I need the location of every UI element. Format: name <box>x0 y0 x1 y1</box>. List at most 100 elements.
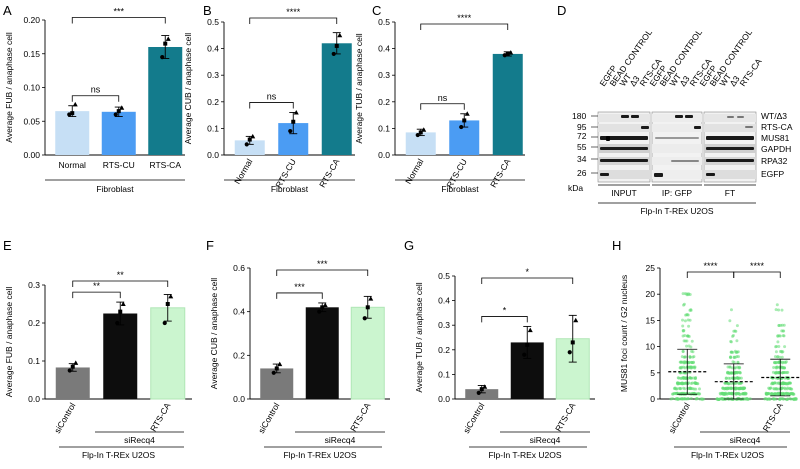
chart-panel-c: 0.0 0.1 0.2 0.3 0.4 0.5 Average TUB / anaphase… <box>354 13 525 194</box>
marker-label: 72 <box>577 131 587 141</box>
western-blot: EGFP BEAD CONTROL WT Δ3 RTS-CA EGFP BEAD… <box>568 27 793 216</box>
data-point <box>525 342 530 347</box>
y-tick-label: 0.1 <box>378 123 390 133</box>
blot-band-labels: WT/Δ3 RTS-CA MUS81 GAPDH RPA32 EGFP <box>761 111 793 179</box>
scatter-point <box>733 366 737 370</box>
y-tick-label: 0.4 <box>233 307 245 317</box>
y-tick-label: 20 <box>646 289 656 299</box>
scatter-point <box>689 308 693 312</box>
band-label: RPA32 <box>761 156 788 166</box>
blot-bands <box>600 115 754 177</box>
data-point <box>567 350 572 355</box>
bar-2 <box>321 43 352 155</box>
data-point <box>527 327 533 333</box>
category-label: RTS-CA <box>553 401 578 434</box>
category-label: RTS-CA <box>150 160 182 170</box>
y-axis-label: Average FUB / anaphase cell <box>4 32 14 143</box>
scatter-point <box>774 371 778 375</box>
scatter-point <box>685 344 689 348</box>
scatter-point <box>729 308 733 312</box>
y-tick-label: 0.0 <box>28 394 40 404</box>
y-tick-label: 0.4 <box>378 44 390 54</box>
scatter-point <box>691 350 695 354</box>
scatter-point <box>781 382 785 386</box>
data-point <box>362 316 367 321</box>
subgroup-label: siRecq4 <box>530 435 561 445</box>
scatter-point <box>774 308 778 312</box>
group-label: Flp-In T-REx U2OS <box>691 450 764 460</box>
scatter-point <box>733 376 737 380</box>
data-point <box>293 109 299 115</box>
y-axis-label: Average TUB / anaphase cell <box>414 282 424 392</box>
y-axis-label: Average CUB / anaphase cell <box>209 278 219 389</box>
y-tick-label: 0.0 <box>207 150 219 160</box>
scatter-point <box>730 350 734 354</box>
significance-bracket <box>276 292 323 299</box>
scatter-point <box>694 387 698 391</box>
data-point <box>337 32 343 38</box>
scatter-point <box>777 397 781 401</box>
scatter-point <box>681 318 685 322</box>
scatter-point <box>695 382 699 386</box>
significance-label: ns <box>91 85 101 95</box>
scatter-point <box>735 339 739 343</box>
scatter-point <box>681 350 685 354</box>
y-tick-label: 0.2 <box>378 97 390 107</box>
scatter-point <box>777 381 781 385</box>
scatter-point <box>776 355 780 359</box>
chart-panel-h: 0 5 10 15 20 25 MUS81 foci count / G2 nucleus s… <box>619 261 800 460</box>
scatter-point <box>690 361 694 365</box>
scatter-point <box>782 323 786 327</box>
category-label: RTS-CA <box>488 157 513 190</box>
blot-markers: 180 95 72 55 34 26 kDa <box>568 111 598 193</box>
scatter-point <box>681 292 685 296</box>
scatter-point <box>734 370 738 374</box>
scatter-point <box>744 392 748 396</box>
group-label: Flp-In T-REx U2OS <box>82 450 155 460</box>
scatter-point <box>735 391 739 395</box>
data-point <box>317 309 322 314</box>
bar-1 <box>305 307 339 399</box>
data-point <box>116 109 121 114</box>
scatter-point <box>783 376 787 380</box>
bar-2 <box>150 307 186 400</box>
panel-label-a: A <box>3 3 12 18</box>
scatter-point <box>774 387 778 391</box>
scatter-point <box>729 339 733 343</box>
y-tick-label: 0.10 <box>23 83 40 93</box>
scatter-point <box>717 397 721 401</box>
blot-section-label: IP: GFP <box>662 188 693 198</box>
data-point <box>244 142 249 147</box>
data-point <box>331 51 336 57</box>
scatter-point <box>689 366 693 370</box>
scatter-point <box>774 365 778 369</box>
scatter-point <box>780 329 784 333</box>
y-tick-label: 0.5 <box>438 271 450 281</box>
panel-label-f: F <box>206 238 214 253</box>
significance-bracket <box>72 291 121 299</box>
scatter-point <box>785 371 789 375</box>
scatter-point <box>776 392 780 396</box>
y-tick-label: 0.0 <box>378 150 390 160</box>
category-label: siControl <box>461 401 486 435</box>
data-point <box>291 119 296 124</box>
scatter-point <box>682 302 686 306</box>
scatter-point <box>733 355 737 359</box>
y-tick-label: 0.0 <box>438 394 450 404</box>
significance-bracket <box>733 271 781 278</box>
scatter-point <box>677 386 681 390</box>
significance-label: *** <box>294 282 305 292</box>
scatter-point <box>681 334 685 338</box>
y-tick-label: 15 <box>646 315 656 325</box>
scatter-point <box>671 397 675 401</box>
blot-lane-label: RTS-CA <box>737 56 763 88</box>
category-label: siControl <box>52 401 77 435</box>
scatter-point <box>765 392 769 396</box>
scatter-point <box>738 371 742 375</box>
marker-label: 55 <box>577 142 587 152</box>
bar-0 <box>55 367 90 399</box>
scatter-point <box>735 350 739 354</box>
scatter-point <box>741 386 745 390</box>
y-tick-label: 0.2 <box>438 345 450 355</box>
y-tick-label: 0.1 <box>438 369 450 379</box>
